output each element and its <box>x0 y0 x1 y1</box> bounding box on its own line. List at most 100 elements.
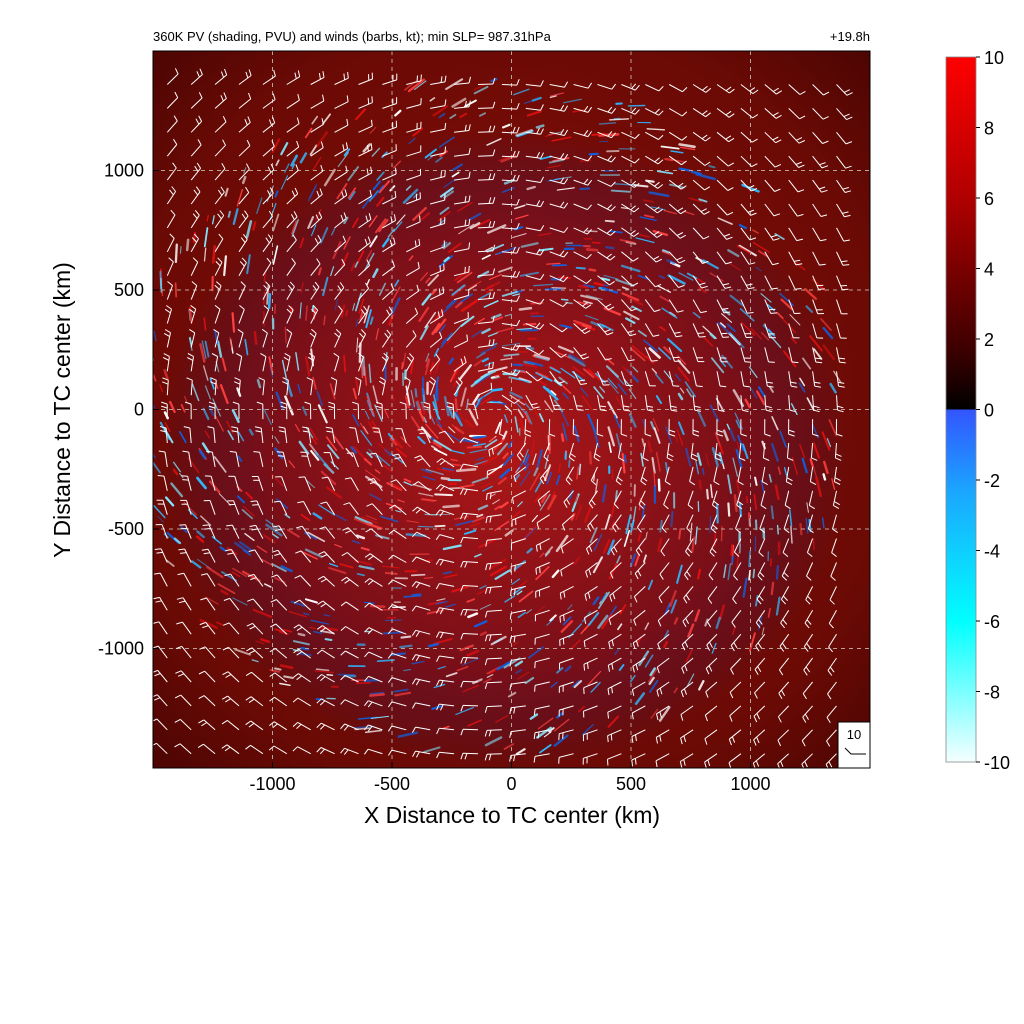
pv-streak <box>582 284 595 289</box>
wind-barb <box>414 455 431 468</box>
pv-streak <box>735 449 743 469</box>
wind-barb <box>738 442 746 461</box>
pv-streak <box>363 426 369 435</box>
pv-streak <box>352 445 368 462</box>
pv-streak <box>325 436 338 452</box>
pv-streak <box>567 604 573 610</box>
pv-streak <box>389 437 398 446</box>
pv-streak <box>553 350 571 359</box>
pv-streak <box>136 366 138 371</box>
pv-streak <box>408 255 414 261</box>
pv-streak <box>272 533 279 539</box>
wind-barb <box>533 753 550 763</box>
wind-barb <box>631 753 646 767</box>
wind-barb <box>166 91 179 109</box>
wind-barb <box>692 299 707 314</box>
wind-barb <box>435 558 455 566</box>
pv-streak <box>466 445 483 449</box>
wind-barb <box>213 328 220 348</box>
wind-barb <box>740 227 757 241</box>
wind-barb <box>501 103 520 110</box>
wind-barb <box>788 251 803 266</box>
pv-streak <box>231 312 236 333</box>
pv-streak <box>670 158 686 163</box>
pv-streak <box>383 464 393 473</box>
pv-streak <box>355 108 367 121</box>
pv-streak <box>220 589 229 596</box>
pv-streak <box>311 115 319 125</box>
pv-streak <box>307 531 326 543</box>
pv-streak <box>491 376 501 380</box>
pv-streak <box>591 241 601 244</box>
pv-streak <box>206 566 224 579</box>
pv-streak <box>512 641 519 647</box>
pv-streak <box>678 421 685 435</box>
pv-streak <box>329 383 336 400</box>
wind-barb <box>268 745 288 755</box>
pv-streak <box>729 428 736 442</box>
wind-barb <box>238 281 246 300</box>
pv-streak <box>549 95 557 99</box>
pv-streak <box>376 171 385 181</box>
pv-streak <box>407 78 426 93</box>
pv-streak <box>670 510 674 528</box>
wind-barb <box>621 131 640 140</box>
pv-streak <box>457 202 473 212</box>
pv-streak <box>563 98 582 104</box>
pv-streak <box>576 466 580 480</box>
wind-barb <box>645 203 663 214</box>
pv-streak <box>229 336 233 348</box>
pv-streak <box>658 275 666 280</box>
pv-streak <box>600 277 611 282</box>
wind-barb <box>412 506 431 516</box>
pv-streak <box>632 366 639 373</box>
pv-streak <box>679 146 696 151</box>
pv-streak <box>775 565 779 580</box>
wind-barb <box>740 251 756 265</box>
pv-streak <box>649 667 656 677</box>
pv-streak <box>204 340 210 358</box>
pv-streak <box>298 440 310 455</box>
pv-streak <box>581 324 592 330</box>
pv-streak <box>553 718 570 732</box>
wind-barb <box>477 77 496 85</box>
wind-barb <box>764 251 779 266</box>
wind-barb <box>349 427 359 444</box>
wind-barb <box>190 68 203 85</box>
wind-barb <box>210 377 217 396</box>
pv-streak <box>451 585 469 593</box>
pv-streak <box>153 505 166 519</box>
pv-streak <box>607 715 620 728</box>
pv-streak <box>315 209 322 221</box>
wind-barb <box>262 163 275 181</box>
pv-streak <box>547 164 562 169</box>
pv-streak <box>549 366 561 374</box>
pv-streak <box>417 436 426 445</box>
pv-streak <box>244 338 249 356</box>
pv-streak <box>255 640 265 645</box>
pv-streak <box>720 313 733 323</box>
pv-streak <box>677 359 691 374</box>
wind-barb <box>692 179 711 191</box>
wind-barb <box>435 631 455 639</box>
pv-streak <box>455 467 477 473</box>
pv-streak <box>467 612 479 619</box>
wind-barb <box>582 729 598 742</box>
pv-streak <box>584 503 593 523</box>
wind-barb <box>644 251 663 263</box>
pv-streak <box>496 442 509 456</box>
wind-barb <box>510 585 526 597</box>
wind-barb <box>153 669 168 683</box>
pv-streak <box>551 491 556 499</box>
wind-barb <box>764 155 782 168</box>
pv-streak <box>639 233 650 238</box>
wind-barb <box>238 116 251 133</box>
pv-streak <box>312 156 322 171</box>
wind-barb <box>429 353 441 372</box>
pv-streak <box>657 478 661 492</box>
pv-streak <box>567 355 586 367</box>
wind-barb <box>272 525 288 539</box>
pv-streak <box>300 514 311 522</box>
pv-streak <box>172 468 179 476</box>
wind-barb <box>190 139 202 157</box>
